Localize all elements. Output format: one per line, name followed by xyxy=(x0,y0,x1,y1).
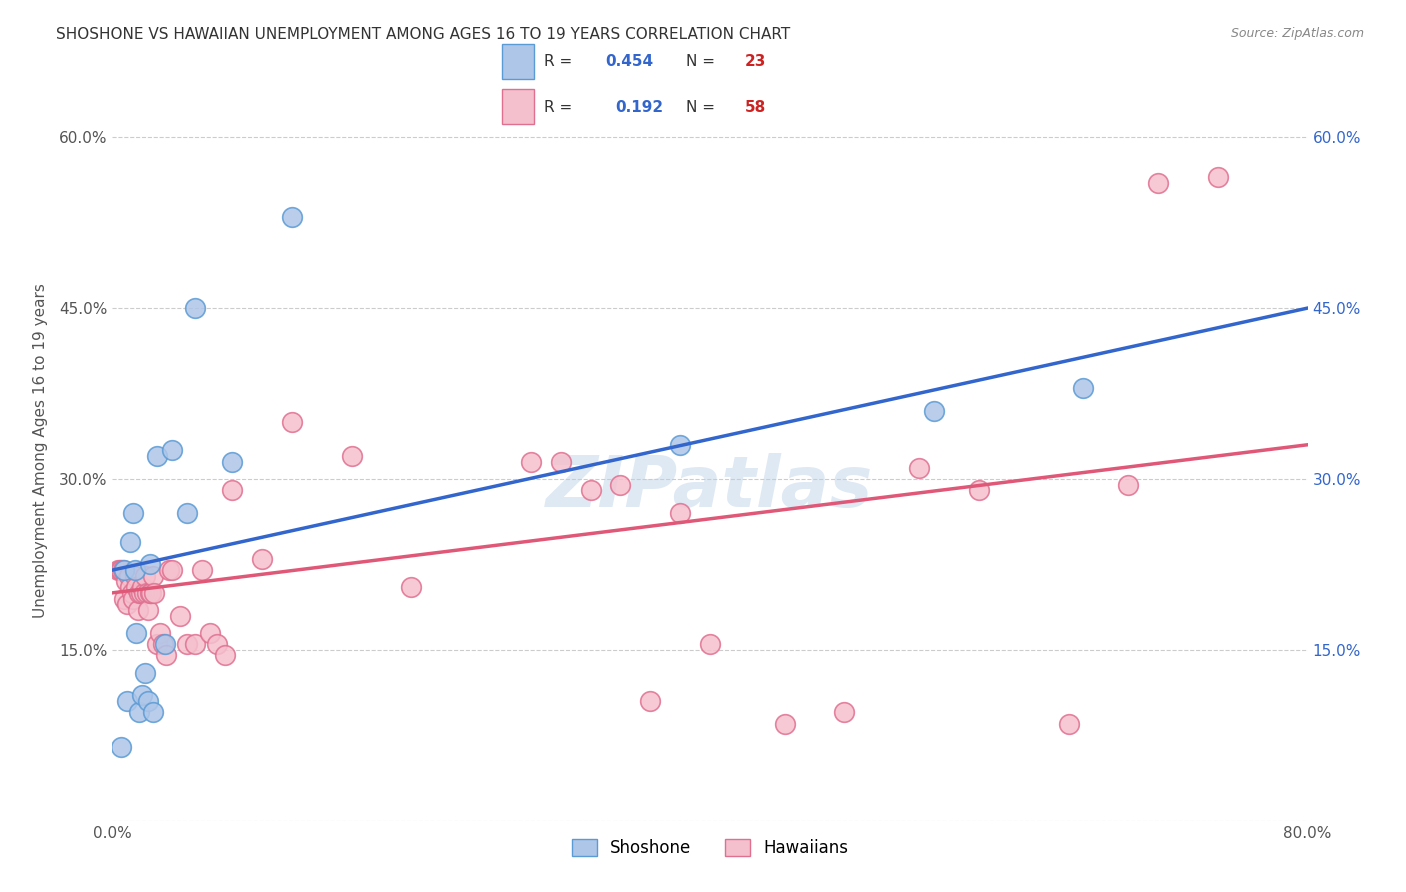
Point xyxy=(110,563,132,577)
Point xyxy=(122,506,145,520)
Point xyxy=(153,637,176,651)
Point xyxy=(117,597,139,611)
Point xyxy=(127,603,149,617)
Point xyxy=(401,580,423,594)
Text: R =: R = xyxy=(544,54,576,69)
Point xyxy=(135,586,157,600)
Point xyxy=(138,603,160,617)
Point xyxy=(214,648,236,663)
Point xyxy=(250,551,273,566)
Text: 58: 58 xyxy=(744,100,766,115)
Point xyxy=(120,534,142,549)
Point xyxy=(221,455,243,469)
Text: R =: R = xyxy=(544,100,582,115)
Point xyxy=(191,563,214,577)
Point xyxy=(142,568,165,582)
Point xyxy=(139,586,162,600)
Point xyxy=(134,568,156,582)
Point xyxy=(131,689,153,703)
Point xyxy=(1057,716,1080,731)
Point xyxy=(138,694,160,708)
Point xyxy=(183,301,205,315)
Point xyxy=(908,460,931,475)
Point xyxy=(640,694,662,708)
Point xyxy=(146,637,169,651)
Text: N =: N = xyxy=(686,54,720,69)
Y-axis label: Unemployment Among Ages 16 to 19 years: Unemployment Among Ages 16 to 19 years xyxy=(32,283,48,618)
Point xyxy=(1118,477,1140,491)
Point xyxy=(124,568,146,582)
Point xyxy=(132,586,155,600)
Point xyxy=(340,449,363,463)
Point xyxy=(183,637,205,651)
Point xyxy=(1206,170,1229,185)
Point xyxy=(120,580,142,594)
Point xyxy=(108,563,131,577)
Point xyxy=(152,637,174,651)
Point xyxy=(176,637,198,651)
Text: SHOSHONE VS HAWAIIAN UNEMPLOYMENT AMONG AGES 16 TO 19 YEARS CORRELATION CHART: SHOSHONE VS HAWAIIAN UNEMPLOYMENT AMONG … xyxy=(56,27,790,42)
Point xyxy=(117,694,139,708)
Text: N =: N = xyxy=(686,100,720,115)
Point xyxy=(143,586,166,600)
Point xyxy=(609,477,631,491)
Point xyxy=(122,591,145,606)
Point xyxy=(111,563,134,577)
Point xyxy=(550,455,572,469)
Point xyxy=(922,403,945,417)
Text: Source: ZipAtlas.com: Source: ZipAtlas.com xyxy=(1230,27,1364,40)
Point xyxy=(118,568,141,582)
Point xyxy=(162,563,183,577)
Text: 23: 23 xyxy=(744,54,766,69)
Point xyxy=(157,563,180,577)
Point xyxy=(162,443,183,458)
Bar xyxy=(502,88,534,124)
Point xyxy=(176,506,198,520)
Point xyxy=(129,586,152,600)
Point xyxy=(107,563,129,577)
Point xyxy=(669,438,692,452)
Point xyxy=(121,586,143,600)
Point xyxy=(110,739,132,754)
Point xyxy=(281,210,304,224)
Point xyxy=(124,563,146,577)
Point xyxy=(141,586,163,600)
Point xyxy=(125,580,148,594)
Point xyxy=(773,716,796,731)
Legend: Shoshone, Hawaiians: Shoshone, Hawaiians xyxy=(572,838,848,856)
Point xyxy=(221,483,243,498)
Point xyxy=(128,706,150,720)
Point xyxy=(281,415,304,429)
Point xyxy=(146,449,169,463)
Bar xyxy=(502,44,534,78)
Point xyxy=(149,625,172,640)
Point xyxy=(520,455,543,469)
Point xyxy=(115,574,138,589)
Point xyxy=(205,637,228,651)
Text: 0.192: 0.192 xyxy=(614,100,664,115)
Point xyxy=(131,580,153,594)
Text: 0.454: 0.454 xyxy=(605,54,654,69)
Point xyxy=(114,591,135,606)
Point xyxy=(198,625,221,640)
Point xyxy=(134,665,156,680)
Point xyxy=(142,706,165,720)
Point xyxy=(125,625,148,640)
Point xyxy=(169,608,191,623)
Point xyxy=(579,483,602,498)
Point xyxy=(128,586,150,600)
Point xyxy=(114,563,135,577)
Point xyxy=(669,506,692,520)
Point xyxy=(155,648,177,663)
Point xyxy=(967,483,990,498)
Text: ZIPatlas: ZIPatlas xyxy=(547,453,873,522)
Point xyxy=(834,706,856,720)
Point xyxy=(139,558,162,572)
Point xyxy=(1147,176,1170,190)
Point xyxy=(699,637,721,651)
Point xyxy=(1073,381,1095,395)
